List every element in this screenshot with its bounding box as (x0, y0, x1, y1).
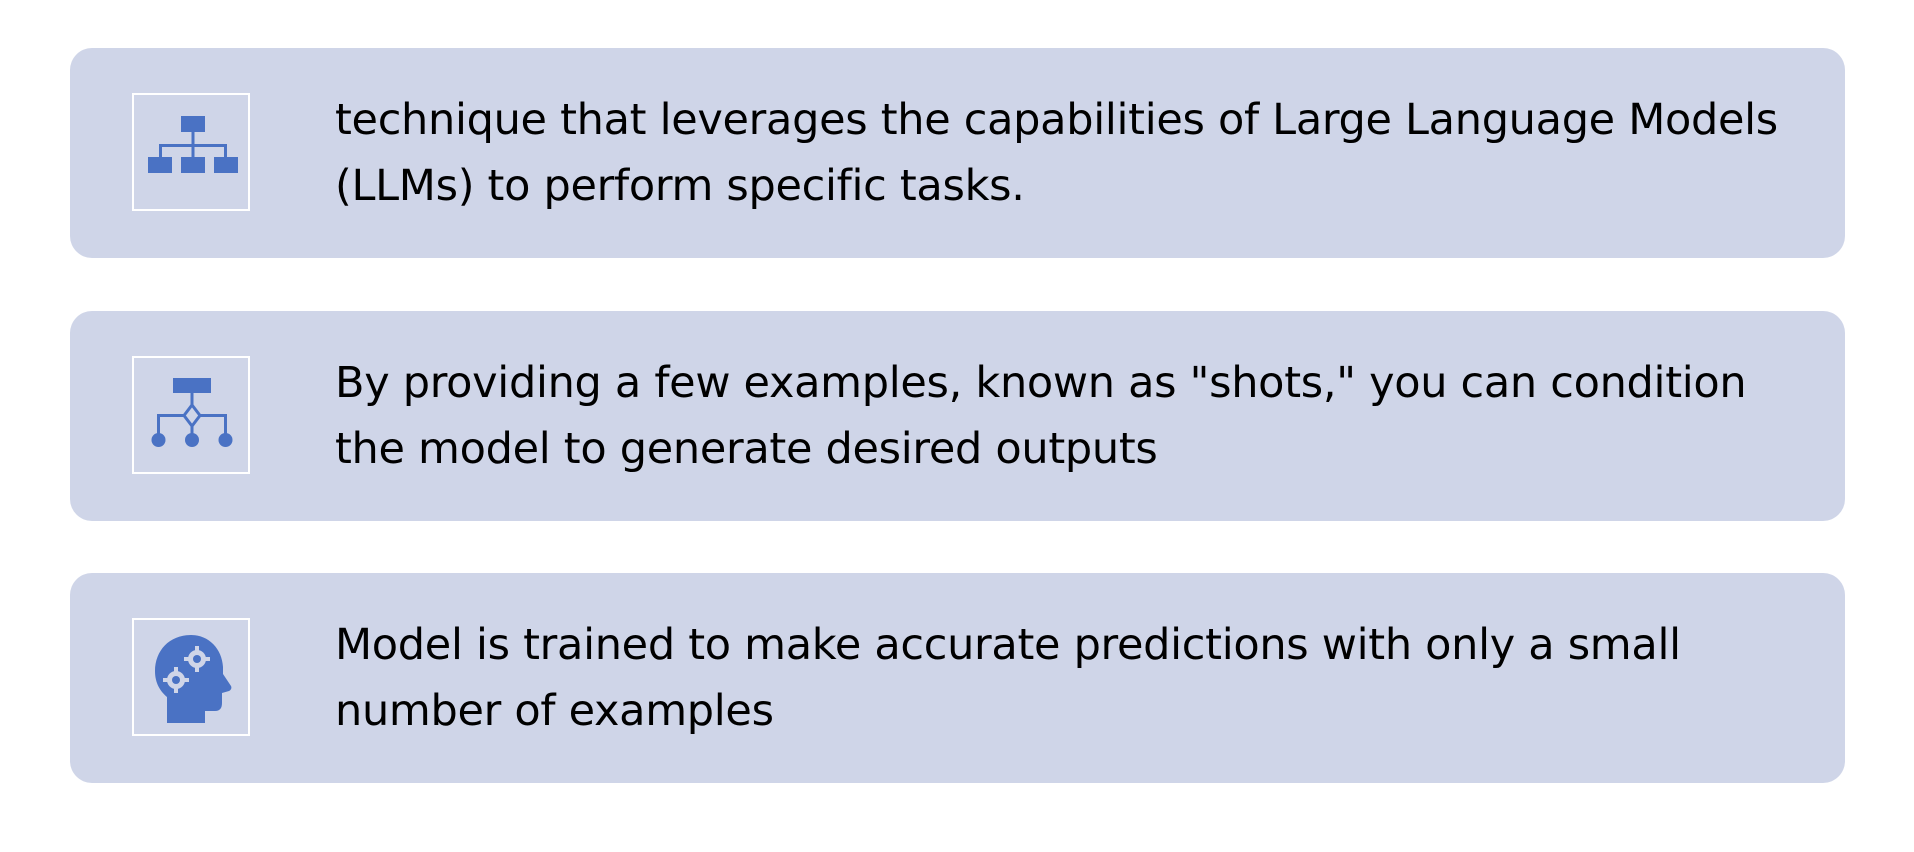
decision-tree-icon (151, 378, 233, 447)
icon-frame (132, 618, 250, 736)
item-text: technique that leverages the capabilitie… (335, 95, 1778, 211)
list-item-card: By providing a few examples, known as "s… (70, 311, 1845, 521)
icon-frame (132, 93, 250, 211)
list-item-card: technique that leverages the capabilitie… (70, 48, 1845, 258)
icon-frame (132, 356, 250, 474)
item-text: By providing a few examples, known as "s… (335, 358, 1747, 474)
head-with-gears-icon (155, 635, 232, 723)
hierarchy-org-chart-icon (148, 116, 238, 173)
list-item-card: Model is trained to make accurate predic… (70, 573, 1845, 783)
item-text: Model is trained to make accurate predic… (335, 620, 1681, 736)
